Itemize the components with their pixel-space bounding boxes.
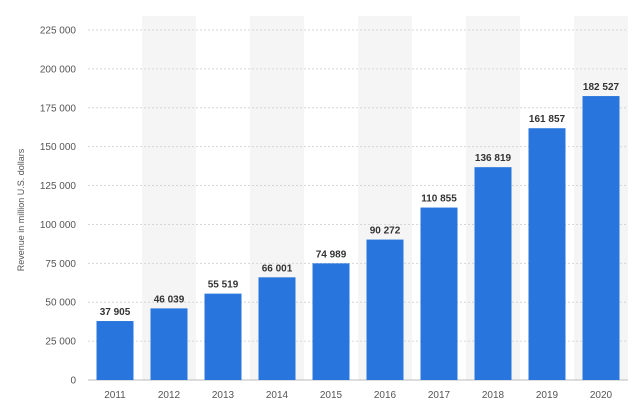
data-label: 74 989 <box>316 249 347 260</box>
bar <box>366 239 404 380</box>
y-tick-label: 100 000 <box>40 220 77 231</box>
gridlines <box>88 29 628 381</box>
data-labels: 37 905 46 039 55 519 66 001 74 989 90 272 110 … <box>100 82 620 318</box>
data-label: 110 855 <box>421 194 457 205</box>
data-label: 66 001 <box>262 263 293 274</box>
bar <box>474 167 512 380</box>
y-axis-ticks: 0 25 000 50 000 75 000 100 000 125 000 150 000… <box>40 26 77 387</box>
y-tick-label: 125 000 <box>40 181 77 192</box>
x-tick-label: 2020 <box>590 390 613 401</box>
bar <box>312 263 350 380</box>
x-tick-label: 2015 <box>320 390 343 401</box>
x-tick-label: 2017 <box>428 390 451 401</box>
x-tick-label: 2018 <box>482 390 505 401</box>
x-tick-label: 2012 <box>158 390 181 401</box>
x-tick-label: 2016 <box>374 390 397 401</box>
x-tick-label: 2019 <box>536 390 559 401</box>
x-tick-label: 2013 <box>212 390 235 401</box>
y-tick-label: 200 000 <box>40 64 77 75</box>
x-axis-ticks: 2011 2012 2013 2014 2015 2016 2017 2018 2019 2020 <box>104 390 612 401</box>
data-label: 37 905 <box>100 307 131 318</box>
data-label: 55 519 <box>208 280 239 291</box>
y-axis-label: Revenue in million U.S. dollars <box>16 148 26 271</box>
data-label: 182 527 <box>583 82 620 93</box>
y-tick-label: 0 <box>70 376 76 387</box>
bar <box>96 321 134 380</box>
data-label: 90 272 <box>370 226 401 237</box>
data-label: 161 857 <box>529 114 566 125</box>
data-label: 46 039 <box>154 294 185 305</box>
x-tick-label: 2011 <box>104 390 126 401</box>
y-tick-label: 75 000 <box>45 259 76 270</box>
data-label: 136 819 <box>475 153 512 164</box>
bar <box>204 293 242 380</box>
bars <box>96 96 620 380</box>
bar <box>258 277 296 380</box>
y-tick-label: 150 000 <box>40 142 77 153</box>
bar <box>582 96 620 380</box>
x-tick-label: 2014 <box>266 390 289 401</box>
bar <box>528 128 566 380</box>
y-tick-label: 25 000 <box>45 337 76 348</box>
y-tick-label: 175 000 <box>40 103 77 114</box>
bar <box>420 207 458 380</box>
y-tick-label: 50 000 <box>45 298 76 309</box>
bar <box>150 308 188 380</box>
y-tick-label: 225 000 <box>40 26 77 37</box>
